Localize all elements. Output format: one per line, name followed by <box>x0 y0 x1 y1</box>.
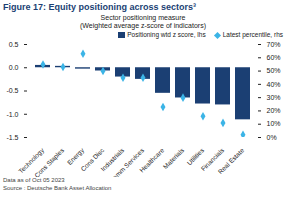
svg-text:0.0: 0.0 <box>9 64 19 71</box>
html-text:Source : Deutsche Bank Asset A: Source : Deutsche Bank Asset Allocation <box>3 184 112 191</box>
svg-text:Cons Staples: Cons Staples <box>33 146 67 177</box>
svg-text:30%: 30% <box>267 94 281 101</box>
svg-text:Financials: Financials <box>199 146 226 173</box>
svg-text:40%: 40% <box>267 81 281 88</box>
svg-text:Real Estate: Real Estate <box>216 146 245 175</box>
html-text:(Weighted average z-score of i: (Weighted average z-score of indicators) <box>80 22 206 29</box>
html-text:Latest percentile, rhs: Latest percentile, rhs <box>222 31 283 38</box>
html-text:Sector positioning measure: Sector positioning measure <box>100 14 186 21</box>
html-text:Positioning wtd z score, lhs: Positioning wtd z score, lhs <box>127 31 206 38</box>
svg-text:Comm Services: Comm Services <box>108 146 146 177</box>
html-text:Data as of Oct 05 2023: Data as of Oct 05 2023 <box>3 177 65 183</box>
svg-text:Industrials: Industrials <box>99 146 126 173</box>
html-text:Figure 17: Equity positioning: Figure 17: Equity positioning across sec… <box>3 2 196 12</box>
svg-text:-1.5: -1.5 <box>6 134 18 141</box>
svg-text:50%: 50% <box>267 67 281 74</box>
svg-text:Energy: Energy <box>65 146 86 167</box>
svg-text:Technology: Technology <box>17 146 46 175</box>
svg-text:Healthcare: Healthcare <box>138 146 165 173</box>
svg-text:10%: 10% <box>267 120 281 127</box>
svg-text:-1.0: -1.0 <box>6 110 18 117</box>
svg-text:0%: 0% <box>267 134 277 141</box>
svg-text:0.5: 0.5 <box>9 41 19 48</box>
svg-text:60%: 60% <box>267 54 281 61</box>
svg-text:Cons Disc: Cons Disc <box>79 146 106 173</box>
svg-text:20%: 20% <box>267 107 281 114</box>
svg-text:70%: 70% <box>267 41 281 48</box>
svg-text:Utilities: Utilities <box>185 146 206 167</box>
svg-text:Materials: Materials <box>162 146 186 170</box>
svg-text:-0.5: -0.5 <box>6 87 18 94</box>
